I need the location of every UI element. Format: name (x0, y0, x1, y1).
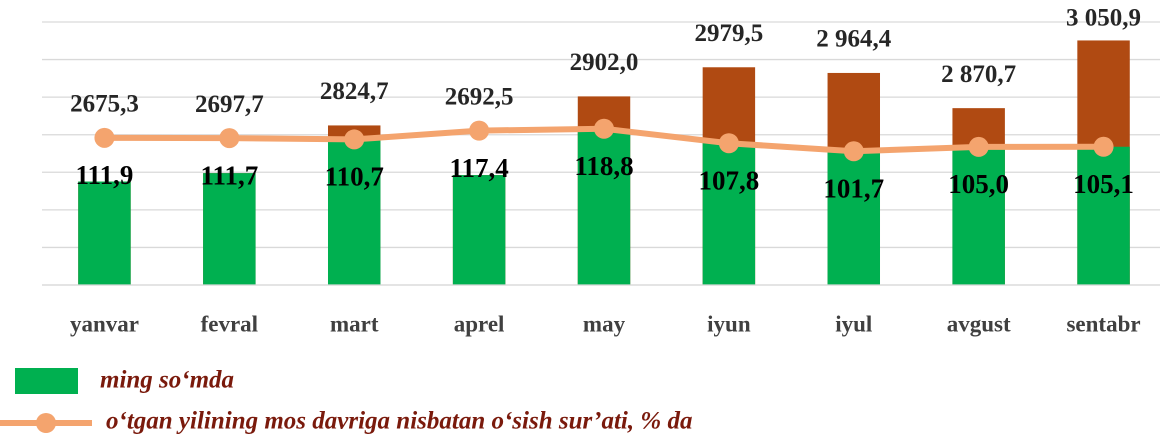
line-value-label: 110,7 (325, 162, 384, 192)
line-marker (219, 128, 240, 149)
line-marker (94, 127, 115, 148)
bar-value-label: 2 964,4 (816, 26, 892, 53)
bar (577, 128, 631, 285)
legend-label: ming so‘mda (100, 367, 234, 394)
bar-value-label: 2692,5 (445, 83, 514, 110)
x-tick-label: mart (330, 311, 379, 336)
line-marker (718, 133, 739, 154)
line-value-label: 118,8 (574, 151, 633, 181)
line-value-label: 107,8 (699, 165, 760, 195)
x-tick-label: aprel (454, 311, 505, 336)
line-value-label: 105,0 (948, 169, 1009, 199)
x-tick-label: yanvar (70, 311, 139, 336)
bar-value-label: 2824,7 (320, 78, 389, 105)
line-marker (469, 120, 490, 141)
line-marker (968, 136, 989, 157)
bar-value-label: 2697,7 (195, 91, 264, 118)
x-tick-label: sentabr (1066, 311, 1140, 336)
bar-value-label: 2902,0 (570, 49, 639, 76)
bar-value-label: 2 870,7 (941, 61, 1016, 88)
bar-value-label: 3 050,9 (1066, 5, 1141, 32)
x-tick-label: iyul (835, 311, 872, 336)
bar (452, 175, 506, 285)
bar (327, 128, 381, 285)
legend-marker (36, 413, 56, 433)
line-marker (344, 129, 365, 150)
line-marker (843, 141, 864, 162)
x-tick-label: avgust (947, 311, 1011, 336)
x-tick-label: iyun (707, 311, 751, 336)
line-marker (1093, 136, 1114, 157)
line-value-label: 111,9 (76, 160, 134, 190)
line-marker (594, 118, 614, 139)
legend-swatch (15, 368, 78, 394)
line-value-label: 111,7 (200, 160, 258, 190)
bar (702, 128, 756, 285)
legend-label: o‘tgan yilining mos davriga nisbatan o‘s… (106, 408, 692, 435)
line-value-label: 105,1 (1073, 169, 1134, 199)
bar-value-label: 2675,3 (70, 91, 139, 118)
x-tick-label: may (583, 311, 626, 336)
bar (203, 173, 256, 285)
bar-value-label: 2979,5 (695, 20, 764, 47)
line-value-label: 101,7 (823, 173, 884, 203)
x-tick-label: fevral (201, 311, 258, 336)
line-value-label: 117,4 (449, 153, 508, 183)
bar (78, 181, 131, 285)
